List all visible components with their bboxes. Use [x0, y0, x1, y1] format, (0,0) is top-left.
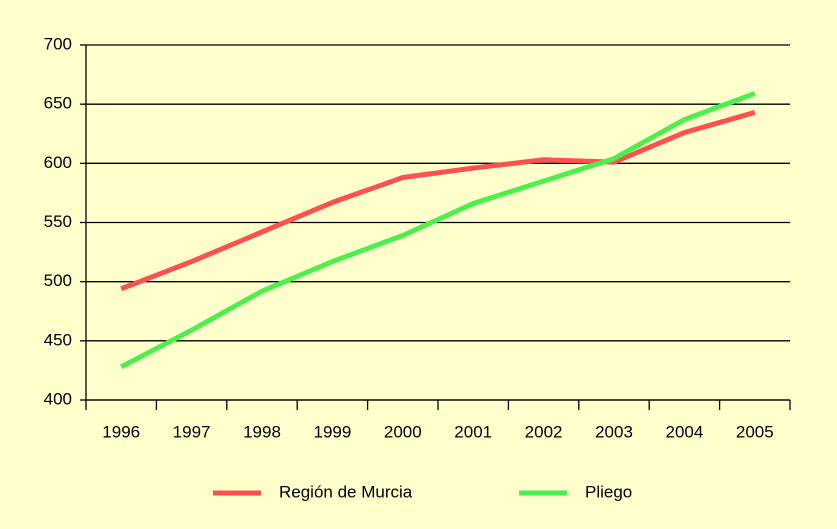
legend-label: Pliego: [585, 482, 632, 501]
x-tick-label: 2004: [665, 422, 703, 441]
x-tick-label: 1997: [173, 422, 211, 441]
y-tick-label: 400: [44, 389, 72, 408]
x-tick-label: 2001: [454, 422, 492, 441]
y-tick-label: 600: [44, 153, 72, 172]
x-tick-label: 2003: [595, 422, 633, 441]
x-tick-label: 1996: [102, 422, 140, 441]
y-tick-label: 450: [44, 330, 72, 349]
y-tick-label: 700: [44, 34, 72, 53]
y-tick-label: 550: [44, 212, 72, 231]
legend-label: Región de Murcia: [279, 482, 413, 501]
x-tick-label: 1998: [243, 422, 281, 441]
x-tick-label: 2005: [736, 422, 774, 441]
y-tick-label: 650: [44, 94, 72, 113]
series-line: [120, 110, 756, 292]
x-tick-label: 1999: [313, 422, 351, 441]
y-tick-label: 500: [44, 271, 72, 290]
series-line: [120, 91, 756, 370]
x-tick-label: 2002: [525, 422, 563, 441]
x-tick-label: 2000: [384, 422, 422, 441]
